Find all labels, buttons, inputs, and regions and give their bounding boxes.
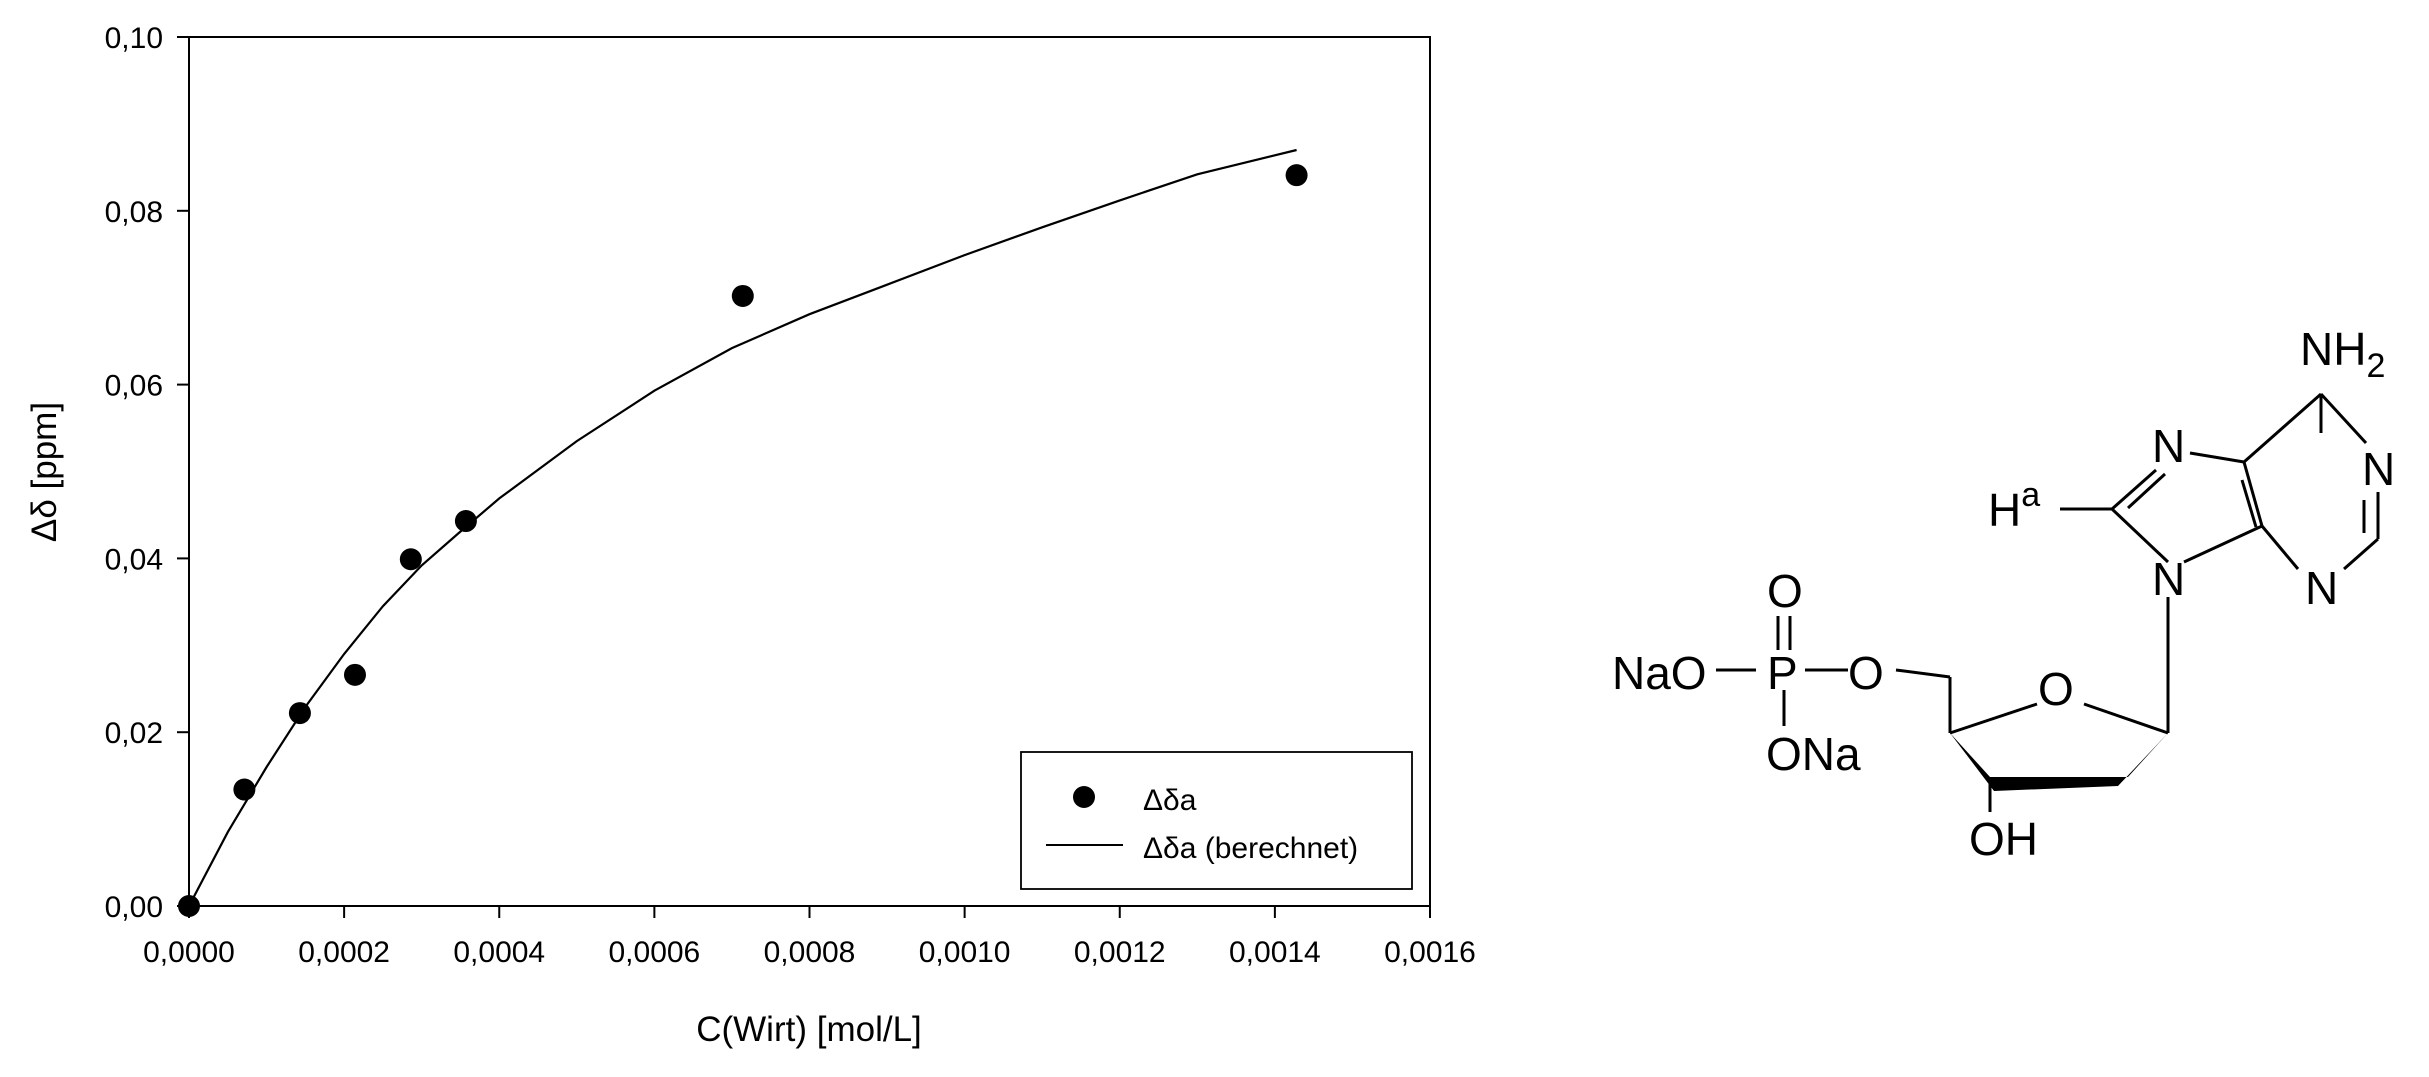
data-point: [399, 548, 422, 571]
label-n1: N: [2362, 443, 2395, 495]
data-points: [178, 164, 1308, 917]
label-n3: N: [2305, 562, 2338, 614]
x-tick-label: 0,0012: [1074, 936, 1166, 969]
x-tick-label: 0,0014: [1229, 936, 1321, 969]
y-axis-label: Δδ [ppm]: [25, 402, 64, 542]
data-point: [343, 663, 366, 686]
label-o-bridge: O: [1848, 647, 1884, 699]
y-tick-label: 0,00: [105, 891, 163, 924]
x-tick-label: 0,0016: [1384, 936, 1476, 969]
y-axis: 0,00 0,02 0,04 0,06 0,08 0,10: [105, 22, 189, 924]
data-point: [178, 895, 200, 917]
x-tick-label: 0,0002: [298, 936, 390, 969]
label-oh: OH: [1969, 813, 2038, 865]
label-nh2: NH2: [2300, 323, 2385, 385]
label-o-ring: O: [2038, 663, 2074, 715]
structure-labels: NH2 N N N N Ha O NaO P O ONa O OH: [1612, 323, 2395, 865]
data-point: [1285, 164, 1308, 187]
label-n9: N: [2152, 553, 2185, 605]
label-nao: NaO: [1612, 647, 1707, 699]
y-tick-label: 0,08: [105, 196, 163, 229]
label-h: Ha: [1988, 476, 2040, 536]
x-tick-label: 0,0010: [919, 936, 1011, 969]
legend-marker-scatter: [1073, 786, 1095, 808]
label-o-double: O: [1767, 565, 1803, 617]
chart: 0,0000 0,0002 0,0004 0,0006 0,0008 0,0010 0,00…: [25, 22, 1476, 1049]
label-ona: ONa: [1766, 728, 1861, 780]
data-point: [288, 702, 311, 725]
y-tick-label: 0,02: [105, 717, 163, 750]
data-point: [731, 284, 754, 307]
y-tick-label: 0,10: [105, 22, 163, 55]
label-p: P: [1767, 647, 1798, 699]
x-tick-label: 0,0004: [453, 936, 545, 969]
x-axis-label: C(Wirt) [mol/L]: [696, 1010, 922, 1049]
legend-box: [1020, 751, 1413, 890]
x-tick-label: 0,0000: [143, 936, 235, 969]
x-tick-label: 0,0006: [608, 936, 700, 969]
y-tick-label: 0,06: [105, 370, 163, 403]
x-tick-label: 0,0008: [764, 936, 856, 969]
y-tick-label: 0,04: [105, 543, 163, 576]
legend-label-scatter: Δδa: [1143, 784, 1197, 817]
data-point: [233, 778, 256, 801]
chemical-structure: [1716, 392, 2380, 812]
legend-label-line: Δδa (berechnet): [1143, 832, 1358, 865]
data-point: [454, 510, 477, 533]
label-n7: N: [2152, 420, 2185, 472]
legend: Δδa Δδa (berechnet): [1020, 751, 1413, 890]
x-axis: 0,0000 0,0002 0,0004 0,0006 0,0008 0,0010 0,00…: [143, 906, 1476, 969]
